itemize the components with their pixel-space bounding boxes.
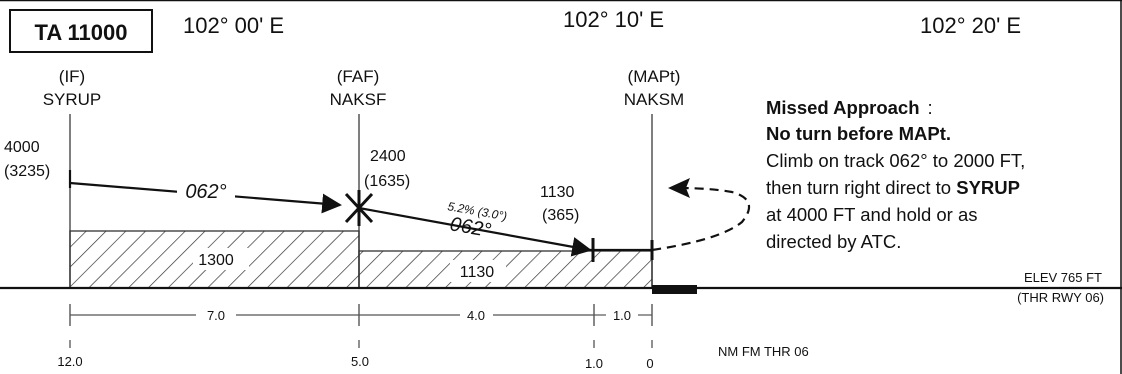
alt-faf: 2400 bbox=[370, 148, 406, 165]
alt-faf-agl: (1635) bbox=[364, 173, 410, 190]
alt-if-agl: (3235) bbox=[4, 163, 50, 180]
oca-initial: 1300 bbox=[198, 252, 234, 269]
longitude-1: 102° 00' E bbox=[183, 13, 284, 38]
ta-box-label: TA 11000 bbox=[35, 20, 128, 45]
ma-line4-fix: SYRUP bbox=[956, 177, 1020, 198]
longitude-2: 102° 10' E bbox=[563, 7, 664, 32]
segment-distance-3: 1.0 bbox=[613, 308, 631, 323]
ma-title-sep: : bbox=[928, 97, 933, 118]
ma-line6: directed by ATC. bbox=[766, 231, 901, 252]
longitude-3: 102° 20' E bbox=[920, 13, 1021, 38]
threshold-label: (THR RWY 06) bbox=[1017, 290, 1104, 305]
nm-label-1: 1.0 bbox=[585, 356, 603, 371]
alt-if: 4000 bbox=[4, 139, 40, 156]
segment-distance-1: 7.0 bbox=[207, 308, 225, 323]
ta-box bbox=[9, 9, 153, 53]
initial-track: 062° bbox=[185, 181, 226, 203]
ma-line4-pre: then turn right direct to bbox=[766, 177, 956, 198]
fix-faf-role: (FAF) bbox=[337, 67, 380, 86]
segment-distance-2: 4.0 bbox=[467, 308, 485, 323]
fix-if-name: SYRUP bbox=[43, 90, 102, 109]
ma-title-line: Missed Approach: bbox=[766, 97, 933, 118]
initial-track-bg bbox=[177, 180, 235, 202]
oca-label-bg-final bbox=[450, 260, 506, 282]
nm-unit: NM FM THR 06 bbox=[718, 344, 809, 359]
ma-title: Missed Approach bbox=[766, 97, 920, 118]
elevation-label: ELEV 765 FT bbox=[1024, 270, 1102, 285]
missed-approach-arrowhead bbox=[668, 178, 690, 198]
oca-final: 1130 bbox=[460, 264, 495, 281]
nm-label-12: 12.0 bbox=[57, 354, 82, 369]
alt-stepdown: 1130 bbox=[540, 184, 575, 201]
ma-line2: No turn before MAPt. bbox=[766, 123, 951, 144]
fix-faf-name: NAKSF bbox=[330, 90, 387, 109]
missed-approach-path bbox=[651, 186, 751, 252]
alt-stepdown-agl: (365) bbox=[542, 207, 579, 224]
fix-mapt-name: NAKSM bbox=[624, 90, 684, 109]
final-approach-path bbox=[358, 206, 592, 257]
runway-bar bbox=[652, 285, 697, 294]
ma-line4: then turn right direct to SYRUP bbox=[766, 177, 1020, 198]
ma-line3: Climb on track 062° to 2000 FT, bbox=[766, 150, 1025, 171]
fix-if-role: (IF) bbox=[59, 67, 85, 86]
ma-line5: at 4000 FT and hold or as bbox=[766, 204, 978, 225]
oca-label-bg-initial bbox=[193, 248, 249, 270]
nm-label-5: 5.0 bbox=[351, 354, 369, 369]
fix-mapt-role: (MAPt) bbox=[628, 67, 681, 86]
nm-label-0: 0 bbox=[646, 356, 653, 371]
